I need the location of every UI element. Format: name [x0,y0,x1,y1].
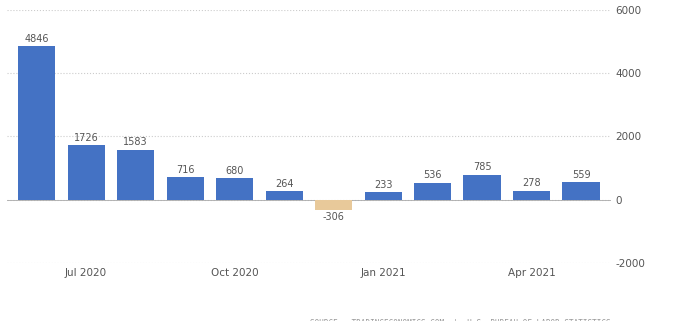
Text: 264: 264 [275,179,294,189]
Text: 536: 536 [423,170,442,180]
Bar [266,191,303,200]
Bar [513,191,550,200]
Bar [364,192,402,200]
Bar [167,177,203,200]
Bar [216,178,253,200]
Text: 785: 785 [473,162,491,172]
Text: 716: 716 [176,165,194,175]
Text: 4846: 4846 [24,34,49,44]
Bar [117,150,154,200]
Text: 559: 559 [572,169,591,179]
Bar [18,46,56,200]
Bar [67,145,105,200]
Text: SOURCE:  TRADINGECONOMICS.COM  |  U.S. BUREAU OF LABOR STATISTICS: SOURCE: TRADINGECONOMICS.COM | U.S. BURE… [310,319,611,321]
Text: -306: -306 [323,212,344,222]
Bar [315,200,352,210]
Text: 233: 233 [374,180,392,190]
Text: 680: 680 [226,166,244,176]
Bar [414,183,451,200]
Text: 1583: 1583 [124,137,148,147]
Text: 1726: 1726 [74,133,99,143]
Text: 278: 278 [522,178,541,188]
Bar [562,182,600,200]
Bar [464,175,500,200]
